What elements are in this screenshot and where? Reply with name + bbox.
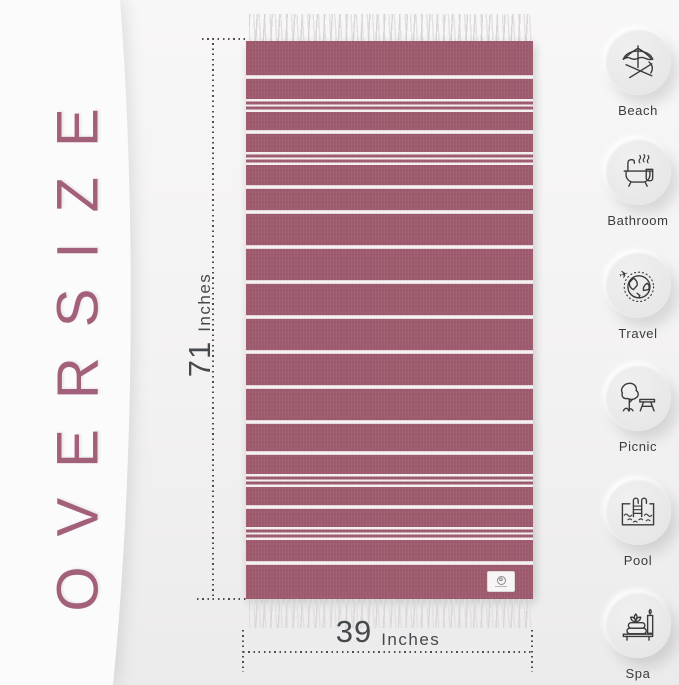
width-dimension-label: 39 Inches xyxy=(243,614,533,650)
width-value: 39 xyxy=(335,614,373,649)
height-unit: Inches xyxy=(195,272,214,332)
use-case-label: Picnic xyxy=(618,439,658,454)
use-case-travel: ✈ Travel xyxy=(592,252,679,341)
brand-tag: ✿ xyxy=(487,571,515,592)
towel-stripe xyxy=(246,451,533,455)
use-case-label: Spa xyxy=(625,666,651,681)
towel-stripe xyxy=(246,152,533,165)
towel-stripe xyxy=(246,245,533,249)
height-value: 71 xyxy=(182,340,217,378)
towel-fringe-top xyxy=(249,14,532,41)
spa-towels-candle-icon xyxy=(605,592,671,658)
towel-image: ✿ xyxy=(246,41,533,599)
brand-tag-text xyxy=(495,585,507,588)
towel-stripe xyxy=(246,185,533,189)
use-case-beach: Beach xyxy=(592,29,679,118)
globe-plane-icon: ✈ xyxy=(605,252,671,318)
width-unit: Inches xyxy=(381,630,441,649)
svg-text:✈: ✈ xyxy=(617,267,630,282)
towel-stripe xyxy=(246,527,533,540)
height-dimension-top-tick xyxy=(202,38,247,40)
width-dimension-line xyxy=(243,651,533,653)
picnic-table-tree-icon xyxy=(605,365,671,431)
left-panel xyxy=(0,0,131,685)
use-case-label: Bathroom xyxy=(607,213,669,228)
towel-fringe-bottom xyxy=(249,599,532,628)
towel-stripe xyxy=(246,561,533,565)
towel-stripe xyxy=(246,505,533,509)
towel-stripe xyxy=(246,315,533,319)
height-dimension-line xyxy=(212,38,214,599)
brand-logo-icon: ✿ xyxy=(496,575,506,585)
towel-stripe xyxy=(246,350,533,354)
towel-stripe xyxy=(246,210,533,214)
oversize-vertical-title: OVERSIZE xyxy=(45,78,111,612)
towel-stripe xyxy=(246,474,533,487)
towel-stripe xyxy=(246,385,533,389)
use-case-picnic: Picnic xyxy=(592,365,679,454)
towel-stripe xyxy=(246,130,533,134)
use-case-pool: Pool xyxy=(592,479,679,568)
height-dimension-bottom-tick xyxy=(197,598,247,600)
towel-stripe xyxy=(246,420,533,424)
height-dimension-label: 71 Inches xyxy=(182,273,218,378)
use-case-label: Travel xyxy=(618,326,658,341)
use-case-spa: Spa xyxy=(592,592,679,681)
towel-stripe xyxy=(246,280,533,284)
towel-stripe xyxy=(246,75,533,79)
use-case-bathroom: Bathroom xyxy=(592,139,679,228)
towel-stripe xyxy=(246,99,533,112)
use-case-label: Beach xyxy=(618,103,658,118)
use-case-label: Pool xyxy=(623,553,653,568)
pool-ladder-icon xyxy=(605,479,671,545)
bathtub-icon xyxy=(605,139,671,205)
beach-icon xyxy=(605,29,671,95)
